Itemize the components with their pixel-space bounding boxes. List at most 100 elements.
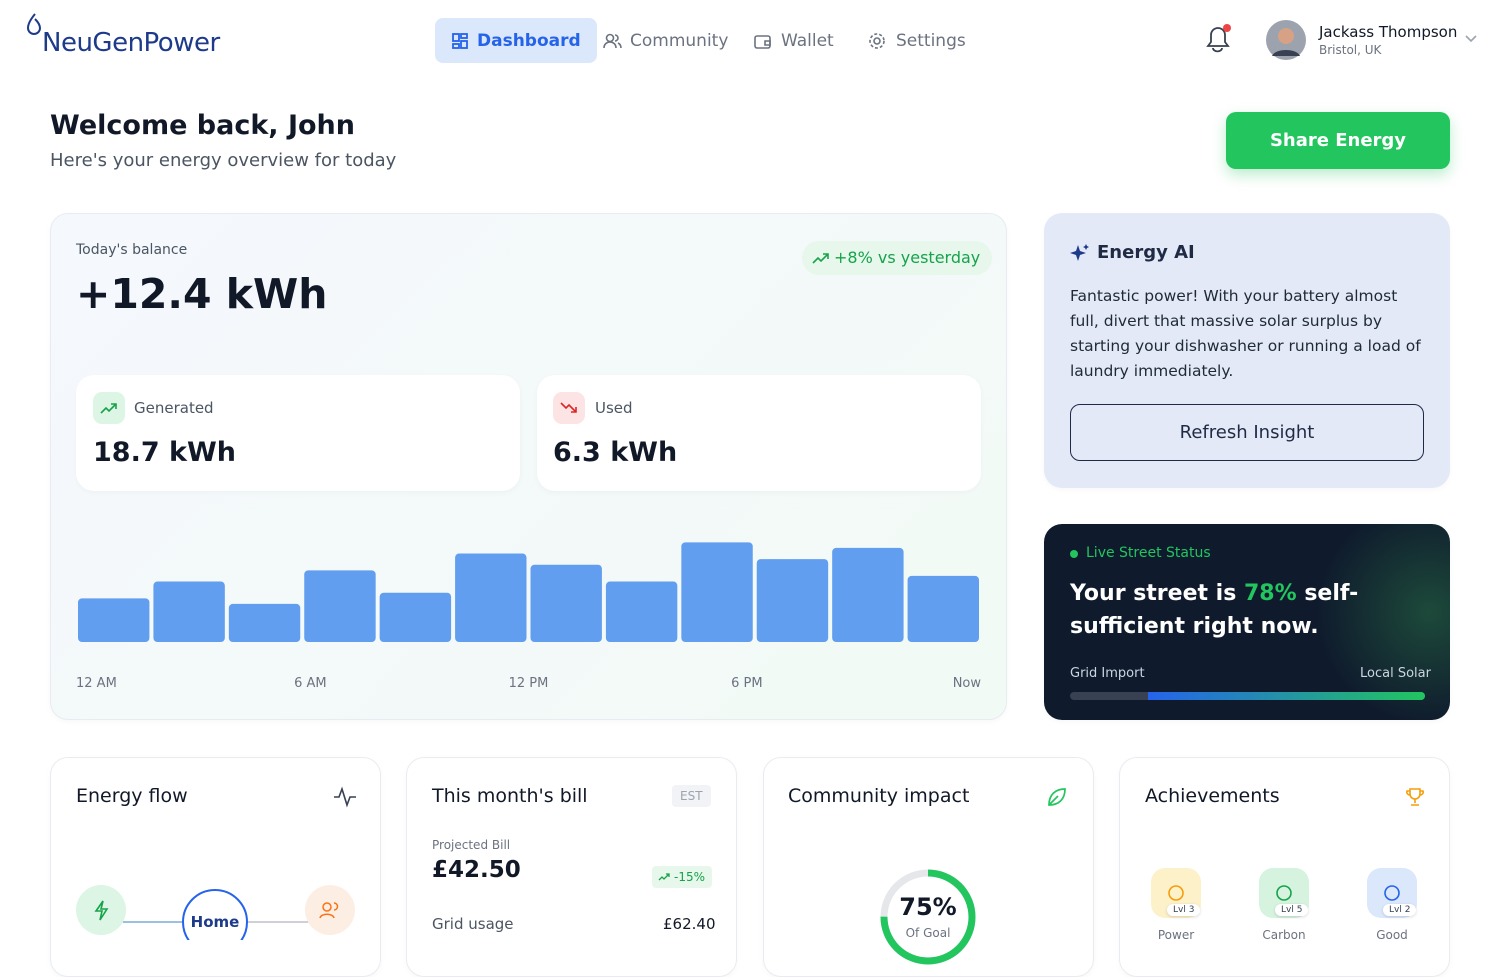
x-labels: 12 AM 6 AM 12 PM 6 PM Now <box>76 676 981 696</box>
nav-item[interactable]: Community <box>586 18 744 63</box>
nav-item[interactable]: Wallet <box>737 18 850 63</box>
street-card <box>1044 524 1450 720</box>
used-icon <box>553 392 585 424</box>
live-dot <box>1070 550 1078 558</box>
bar <box>304 570 376 642</box>
bar <box>78 598 150 642</box>
hourly-chart <box>78 542 979 642</box>
est-badge: EST <box>672 785 711 807</box>
avatar[interactable] <box>1266 20 1306 60</box>
x-label: 6 PM <box>731 676 763 691</box>
bar <box>832 547 904 642</box>
pulse-icon <box>334 786 356 808</box>
used-label: Used <box>595 399 633 417</box>
bar <box>530 564 602 642</box>
card-title: Energy flow <box>76 785 188 807</box>
achievement-level: Lvl 5 <box>1275 904 1309 916</box>
chevron[interactable] <box>1464 34 1478 44</box>
street-percent: 78% <box>1243 581 1297 606</box>
notifications[interactable] <box>1202 22 1234 54</box>
achievement-level: Lvl 3 <box>1167 904 1201 916</box>
ai-card <box>1044 213 1450 488</box>
bar <box>756 559 829 642</box>
card-title: Achievements <box>1145 785 1280 807</box>
achievement-name: Good <box>1376 928 1408 942</box>
bill-amount: £42.50 <box>432 857 521 883</box>
icon <box>754 34 771 49</box>
icon <box>869 32 885 49</box>
refresh-button[interactable]: Refresh Insight <box>1070 404 1424 461</box>
street-text-after: self-sufficient right now. <box>1070 581 1359 639</box>
bar <box>907 575 979 642</box>
progress-track <box>1070 692 1425 700</box>
user-name: Jackass Thompson <box>1319 23 1458 41</box>
icon <box>452 32 468 49</box>
balance-label: Today's balance <box>76 242 188 258</box>
user-location: Bristol, UK <box>1319 43 1382 57</box>
bar <box>605 581 678 642</box>
trophy-icon <box>1406 788 1424 806</box>
sparkle-icon <box>1070 244 1089 261</box>
nav-label: Community <box>630 30 729 51</box>
generated-icon <box>93 392 125 424</box>
achievement-name: Power <box>1157 928 1195 942</box>
local-solar-label: Local Solar <box>1360 666 1431 681</box>
nav-label: Wallet <box>781 30 834 51</box>
nav-label: Dashboard <box>477 30 581 51</box>
ai-text: Fantastic power! With your battery almos… <box>1070 287 1421 380</box>
welcome-title: Welcome back, John <box>50 110 355 141</box>
x-label: 12 AM <box>76 676 117 691</box>
card-title: This month's bill <box>432 785 588 807</box>
grid-import-label: Grid Import <box>1070 666 1145 681</box>
logo-icon <box>26 13 42 35</box>
icon <box>658 873 670 881</box>
bill-change: -15% <box>652 866 713 888</box>
icon <box>812 253 829 264</box>
street-label: Live Street Status <box>1086 545 1211 561</box>
balance-value: +12.4 kWh <box>76 270 328 318</box>
change-badge: +8% vs yesterday <box>802 241 993 275</box>
bar <box>379 592 452 642</box>
nav-item[interactable]: Dashboard <box>435 18 597 63</box>
welcome-subtitle: Here's your energy overview for today <box>50 150 397 171</box>
card-title: Community impact <box>788 785 970 807</box>
impact-percent: 75% <box>899 893 957 921</box>
page: NeuGenPower Dashboard {"header": {"logo"… <box>26 13 1478 977</box>
row-value: £62.40 <box>663 915 716 933</box>
ai-title: Energy AI <box>1097 242 1195 263</box>
generated-card <box>76 375 520 491</box>
row-label: Grid usage <box>432 915 514 933</box>
generated-label: Generated <box>134 399 214 417</box>
x-label: Now <box>952 676 981 691</box>
nav-item[interactable]: Settings <box>852 18 982 63</box>
bar <box>153 581 225 642</box>
dashboard: NeuGenPower Dashboard Community Wallet S… <box>26 13 1478 977</box>
x-label: 6 AM <box>294 676 327 691</box>
x-label: 12 PM <box>508 676 549 691</box>
icon <box>603 33 622 48</box>
progress-fill <box>1148 692 1425 700</box>
badge-dot <box>1276 885 1292 901</box>
bill-label: Projected Bill <box>432 838 511 852</box>
street-text-before: Your street is <box>1070 581 1237 606</box>
used-card <box>537 375 981 491</box>
share-energy-button[interactable]: Share Energy <box>1226 112 1450 169</box>
flow-node: Home <box>190 913 240 931</box>
achievement-level: Lvl 2 <box>1383 904 1417 916</box>
bar <box>455 553 527 642</box>
achievement-name: Carbon <box>1262 928 1306 942</box>
street-text: Your street is 78% self-sufficient right… <box>1070 577 1430 643</box>
bill-change-text: -15% <box>674 870 706 884</box>
badge-dot <box>1384 885 1400 901</box>
used-value: 6.3 kWh <box>553 437 678 468</box>
nav-label: Settings <box>896 30 966 51</box>
leaf-icon <box>1048 788 1066 806</box>
logo[interactable]: NeuGenPower <box>42 28 220 58</box>
generated-value: 18.7 kWh <box>93 437 236 468</box>
change-text: +8% vs yesterday <box>834 248 981 267</box>
bar <box>228 603 301 642</box>
badge-dot <box>1168 885 1184 901</box>
bar <box>681 542 753 642</box>
impact-caption: Of Goal <box>905 926 951 940</box>
flow-diagram <box>76 885 355 940</box>
